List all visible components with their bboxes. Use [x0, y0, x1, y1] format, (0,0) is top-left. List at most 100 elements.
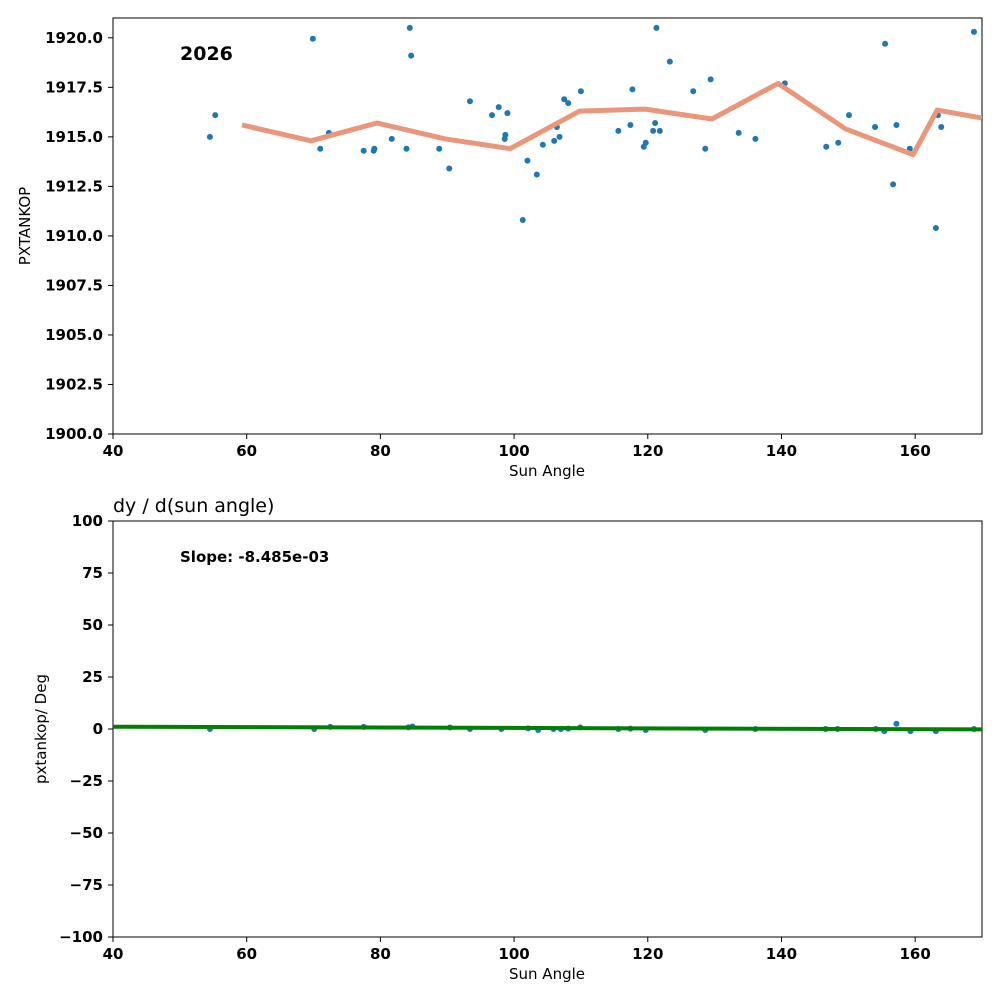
top-data-point — [360, 147, 367, 154]
bottom-y-tick-label: 0 — [93, 720, 103, 738]
top-x-tick-label: 140 — [766, 442, 797, 460]
top-data-point — [702, 145, 709, 152]
top-data-point — [561, 96, 568, 103]
top-data-point — [519, 217, 526, 224]
top-data-point — [556, 133, 563, 140]
bottom-y-tick-label: 75 — [82, 564, 103, 582]
top-data-point — [577, 88, 584, 95]
bottom-x-tick-label: 160 — [899, 945, 930, 963]
top-data-point — [735, 129, 742, 136]
top-data-point — [882, 40, 889, 47]
top-x-tick-label: 160 — [899, 442, 930, 460]
top-data-point — [206, 133, 213, 140]
top-data-point — [642, 139, 649, 146]
top-data-point — [615, 127, 622, 134]
top-data-point — [524, 157, 531, 164]
bottom-x-tick-label: 120 — [632, 945, 663, 963]
top-data-point — [495, 104, 502, 111]
top-plot-frame — [112, 17, 983, 435]
top-data-point — [893, 121, 900, 128]
top-data-point — [403, 145, 410, 152]
bottom-plot: dy / d(sun angle) 40 60 80 100 120 140 160 100 7… — [32, 495, 983, 983]
top-data-point — [406, 24, 413, 31]
bottom-y-tick-label: −25 — [70, 772, 103, 790]
top-data-point — [466, 98, 473, 105]
top-data-point — [707, 76, 714, 83]
top-data-point — [533, 171, 540, 178]
top-data-point — [666, 58, 673, 65]
top-x-tick-label: 100 — [498, 442, 529, 460]
top-y-tick-label: 1900.0 — [45, 425, 103, 443]
top-data-point — [504, 110, 511, 117]
bottom-plot-title: dy / d(sun angle) — [113, 495, 274, 517]
bottom-x-tick-label: 40 — [103, 945, 124, 963]
top-y-tick-label: 1920.0 — [45, 29, 103, 47]
top-data-point — [309, 35, 316, 42]
top-data-layer — [206, 24, 982, 231]
top-data-point — [932, 224, 939, 231]
top-y-tick-label: 1912.5 — [45, 177, 103, 195]
top-x-tick-label: 80 — [370, 442, 391, 460]
top-trend-line — [241, 80, 982, 158]
top-y-tick-label: 1902.5 — [45, 375, 103, 393]
top-data-point — [938, 123, 945, 130]
top-data-point — [653, 24, 660, 31]
top-data-point — [656, 127, 663, 134]
top-y-tick-label: 1917.5 — [45, 78, 103, 96]
top-data-point — [502, 131, 509, 138]
top-data-point — [436, 145, 443, 152]
bottom-y-tick-label: −50 — [70, 824, 103, 842]
top-annotation-year: 2026 — [180, 43, 233, 65]
top-ylabel: PXTANKOP — [16, 187, 34, 265]
bottom-fit-line — [113, 724, 982, 732]
top-x-tick-label: 120 — [632, 442, 663, 460]
bottom-data-layer — [113, 720, 982, 735]
top-data-point — [388, 135, 395, 142]
top-data-point — [408, 52, 415, 59]
top-y-tick-label: 1915.0 — [45, 128, 103, 146]
bottom-annotation-slope: Slope: -8.485e-03 — [180, 548, 329, 566]
bottom-y-tick-label: 100 — [72, 512, 103, 530]
bottom-data-point — [893, 720, 900, 727]
top-data-point — [650, 127, 657, 134]
top-data-point — [835, 139, 842, 146]
top-data-point — [845, 112, 852, 119]
top-data-point — [890, 181, 897, 188]
top-axis-ticks: 40 60 80 100 120 140 160 1900.0 1902.5 1905.0 1907… — [45, 29, 931, 460]
bottom-y-tick-label: −100 — [59, 928, 103, 946]
top-y-tick-label: 1907.5 — [45, 276, 103, 294]
top-data-point — [551, 137, 558, 144]
bottom-ylabel: pxtankop/ Deg — [32, 674, 50, 784]
top-data-point — [823, 143, 830, 150]
top-xlabel: Sun Angle — [509, 462, 585, 480]
bottom-xlabel: Sun Angle — [509, 965, 585, 983]
bottom-y-tick-label: 25 — [82, 668, 103, 686]
top-data-point — [752, 135, 759, 142]
bottom-y-tick-label: −75 — [70, 876, 103, 894]
top-data-point — [317, 145, 324, 152]
top-data-point — [627, 121, 634, 128]
top-data-point — [489, 112, 496, 119]
top-data-point — [446, 165, 453, 172]
top-y-tick-label: 1910.0 — [45, 227, 103, 245]
top-data-point — [565, 100, 572, 107]
top-data-point — [629, 86, 636, 93]
bottom-x-tick-label: 140 — [766, 945, 797, 963]
top-y-tick-label: 1905.0 — [45, 326, 103, 344]
top-data-point — [872, 123, 879, 130]
bottom-x-tick-label: 60 — [236, 945, 257, 963]
top-x-tick-label: 40 — [103, 442, 124, 460]
top-data-point — [371, 145, 378, 152]
bottom-x-tick-label: 100 — [498, 945, 529, 963]
bottom-y-tick-label: 50 — [82, 616, 103, 634]
top-data-point — [652, 119, 659, 126]
top-x-tick-label: 60 — [236, 442, 257, 460]
bottom-x-tick-label: 80 — [370, 945, 391, 963]
top-plot: 40 60 80 100 120 140 160 1900.0 1902.5 1905.0 1907… — [16, 17, 983, 480]
bottom-axis-ticks: 40 60 80 100 120 140 160 100 75 50 25 0 −25 −50 −75 −10… — [59, 512, 931, 963]
top-data-point — [212, 112, 219, 119]
top-data-point — [539, 141, 546, 148]
top-data-point — [970, 28, 977, 35]
top-data-point — [690, 88, 697, 95]
